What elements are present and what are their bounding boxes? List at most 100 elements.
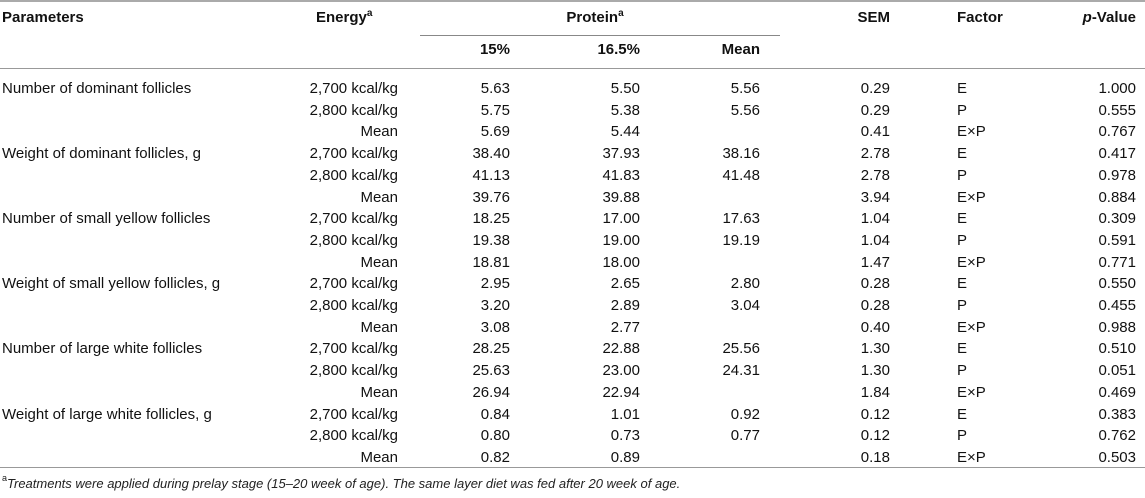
protein-16-5-cell: 22.94 (602, 383, 640, 401)
factor-cell: P (957, 362, 968, 380)
protein-16-5-cell: 2.77 (610, 318, 640, 336)
protein-16-5-cell: 19.00 (602, 231, 640, 249)
energy-cell: 2,800 kcal/kg (309, 231, 398, 249)
sem-cell: 1.30 (860, 340, 890, 358)
p-value-cell: 0.771 (1098, 253, 1136, 271)
protein-15-cell: 3.08 (480, 318, 510, 336)
p-value-cell: 0.767 (1098, 123, 1136, 141)
protein-15-cell: 18.81 (472, 253, 510, 271)
factor-cell: E (957, 275, 968, 293)
protein-15-cell: 0.82 (480, 448, 510, 466)
parameter-label: Weight of dominant follicles, g (2, 145, 201, 163)
sem-cell: 0.12 (860, 405, 890, 423)
factor-cell: E (957, 340, 968, 358)
parameter-label: Weight of small yellow follicles, g (2, 275, 221, 293)
header-p-value: p-Value (1082, 9, 1136, 26)
protein-15-cell: 39.76 (472, 188, 510, 206)
protein-15-cell: 5.63 (480, 80, 510, 97)
protein-mean-cell: 0.77 (730, 427, 760, 445)
header-protein-15: 15% (479, 41, 510, 58)
protein-mean-cell: 5.56 (730, 80, 760, 97)
energy-cell: Mean (360, 448, 398, 466)
protein-15-cell: 0.84 (480, 405, 510, 423)
protein-16-5-cell: 0.89 (610, 448, 640, 466)
p-value-cell: 0.988 (1098, 318, 1136, 336)
p-value-cell: 0.309 (1098, 210, 1136, 228)
factor-cell: E×P (957, 188, 986, 206)
sem-cell: 0.18 (860, 448, 890, 466)
protein-mean-cell: 41.48 (722, 166, 760, 184)
sem-cell: 0.28 (860, 297, 890, 314)
p-value-cell: 0.469 (1098, 383, 1136, 401)
protein-16-5-cell: 18.00 (602, 253, 640, 271)
protein-16-5-cell: 2.89 (610, 297, 640, 314)
protein-mean-cell: 3.04 (730, 297, 760, 314)
protein-15-cell: 18.25 (472, 210, 510, 228)
protein-15-cell: 5.75 (480, 101, 510, 119)
header-factor: Factor (957, 9, 1003, 26)
p-value-cell: 0.591 (1098, 231, 1136, 249)
table-bottom-rule (0, 467, 1145, 468)
energy-cell: 2,700 kcal/kg (309, 340, 398, 358)
protein-15-cell: 0.80 (480, 427, 510, 445)
energy-cell: 2,700 kcal/kg (309, 275, 398, 293)
protein-mean-cell: 0.92 (730, 405, 760, 423)
energy-cell: 2,800 kcal/kg (309, 297, 398, 314)
energy-cell: 2,800 kcal/kg (309, 362, 398, 380)
sem-cell: 1.30 (860, 362, 890, 380)
sem-cell: 0.29 (860, 101, 890, 119)
protein-15-cell: 2.95 (480, 275, 510, 293)
protein-16-5-cell: 37.93 (602, 145, 640, 163)
factor-cell: E×P (957, 448, 986, 466)
header-sem: SEM (857, 9, 890, 26)
energy-cell: 2,800 kcal/kg (309, 166, 398, 184)
sem-cell: 1.84 (860, 383, 890, 401)
factor-cell: E×P (957, 383, 986, 401)
p-value-cell: 0.417 (1098, 145, 1136, 163)
protein-15-cell: 26.94 (472, 383, 510, 401)
parameter-label: Number of large white follicles (2, 340, 203, 358)
factor-cell: P (957, 101, 968, 119)
protein-15-cell: 38.40 (472, 145, 510, 163)
energy-cell: Mean (360, 383, 398, 401)
factor-cell: E×P (957, 318, 986, 336)
protein-16-5-cell: 17.00 (602, 210, 640, 228)
energy-cell: 2,700 kcal/kg (309, 210, 398, 228)
protein-16-5-cell: 0.73 (610, 427, 640, 445)
protein-16-5-cell: 39.88 (602, 188, 640, 206)
protein-15-cell: 3.20 (480, 297, 510, 314)
protein-mean-cell: 24.31 (722, 362, 760, 380)
energy-cell: 2,800 kcal/kg (309, 101, 398, 119)
energy-cell: 2,700 kcal/kg (309, 145, 398, 163)
parameter-label: Number of small yellow follicles (2, 210, 211, 228)
sem-cell: 2.78 (860, 166, 890, 184)
factor-cell: E (957, 80, 968, 97)
protein-16-5-cell: 2.65 (610, 275, 640, 293)
sem-cell: 0.40 (860, 318, 890, 336)
protein-15-cell: 28.25 (472, 340, 510, 358)
sem-cell: 1.04 (860, 231, 890, 249)
protein-span-rule (420, 35, 780, 36)
factor-cell: P (957, 297, 968, 314)
protein-mean-cell: 38.16 (722, 145, 760, 163)
protein-mean-cell: 17.63 (722, 210, 760, 228)
p-value-cell: 0.550 (1098, 275, 1136, 293)
header-protein-16-5: 16.5% (597, 41, 640, 58)
factor-cell: P (957, 427, 968, 445)
energy-cell: 2,700 kcal/kg (309, 405, 398, 423)
header-protein: Proteina (566, 8, 624, 26)
p-value-cell: 0.503 (1098, 448, 1136, 466)
p-value-cell: 0.762 (1098, 427, 1136, 445)
parameter-label: Number of dominant follicles (2, 80, 192, 97)
p-value-cell: 0.051 (1098, 362, 1136, 380)
factor-cell: E (957, 405, 968, 423)
header-parameters: Parameters (2, 9, 84, 26)
sem-cell: 0.28 (860, 275, 890, 293)
protein-16-5-cell: 5.38 (610, 101, 640, 119)
sem-cell: 2.78 (860, 145, 890, 163)
p-value-cell: 0.455 (1098, 297, 1136, 314)
header-bottom-rule (0, 68, 1145, 69)
sem-cell: 0.41 (860, 123, 890, 141)
protein-16-5-cell: 5.50 (610, 80, 640, 97)
protein-16-5-cell: 5.44 (610, 123, 640, 141)
